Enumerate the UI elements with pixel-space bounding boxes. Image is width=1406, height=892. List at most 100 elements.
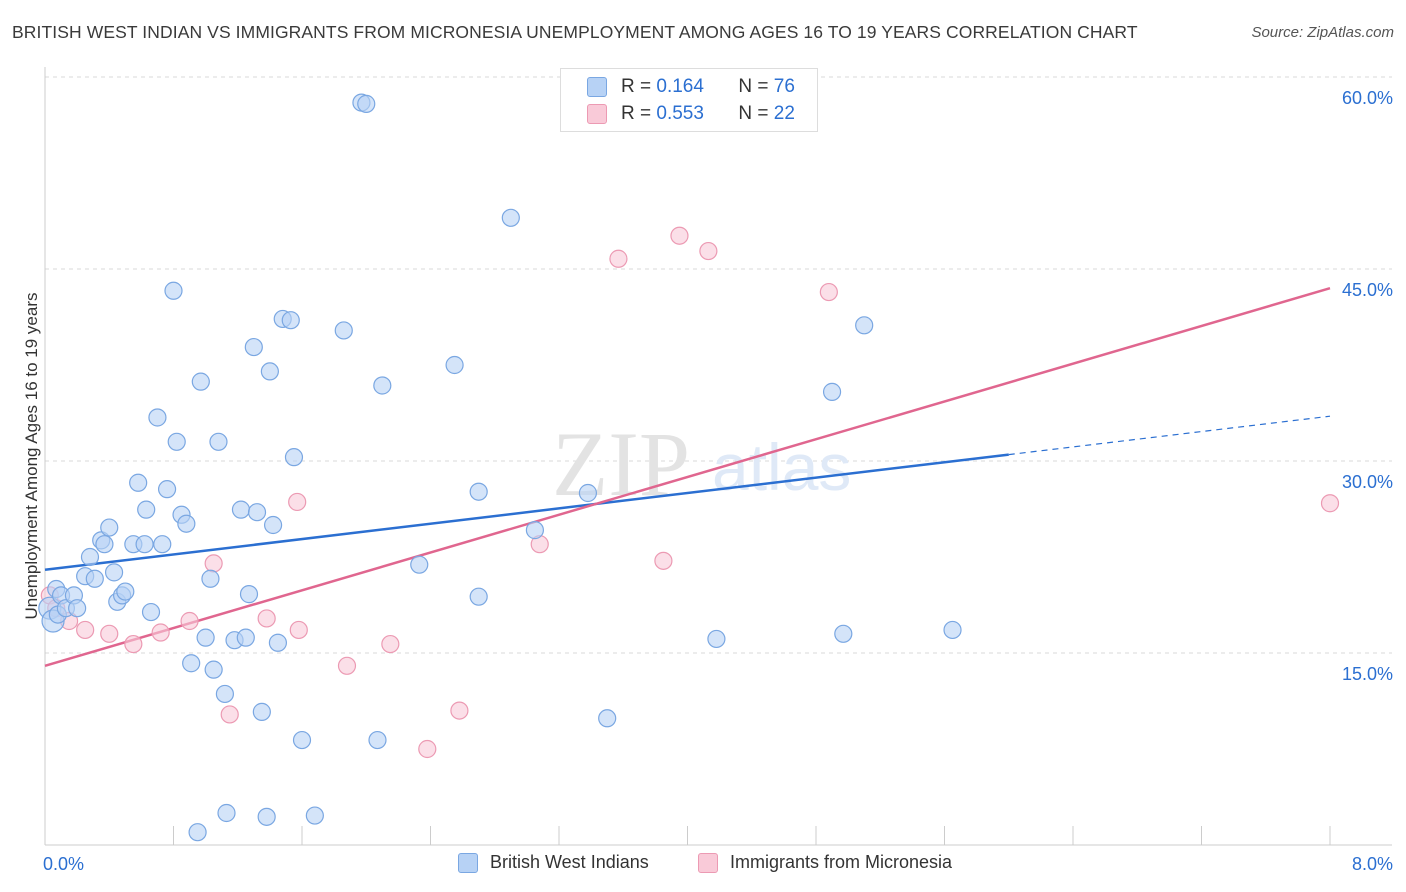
point-british-west-indians — [217, 803, 236, 823]
legend-item-british-west-indians: British West Indians — [458, 852, 649, 873]
point-british-west-indians — [834, 624, 853, 643]
point-british-west-indians — [188, 823, 207, 842]
point-british-west-indians — [252, 702, 271, 721]
legend-label: Immigrants from Micronesia — [730, 852, 953, 872]
point-immigrants-from-micronesia — [257, 609, 276, 628]
point-immigrants-from-micronesia — [288, 492, 307, 512]
point-immigrants-from-micronesia — [100, 624, 119, 643]
r-label: R = — [621, 76, 652, 97]
point-immigrants-from-micronesia — [289, 620, 308, 640]
trend-lines — [44, 287, 1331, 667]
point-british-west-indians — [209, 432, 228, 451]
point-british-west-indians — [373, 376, 392, 395]
point-immigrants-from-micronesia — [819, 282, 838, 302]
point-immigrants-from-micronesia — [337, 656, 357, 675]
point-british-west-indians — [410, 555, 429, 574]
n-label: N = — [738, 76, 769, 97]
point-british-west-indians — [368, 730, 387, 750]
blue-swatch — [458, 852, 478, 873]
source-label: Source: ZipAtlas.com — [1251, 24, 1394, 41]
point-british-west-indians — [164, 281, 183, 300]
point-british-west-indians — [281, 311, 300, 330]
point-british-west-indians — [148, 408, 167, 427]
point-british-west-indians — [191, 372, 210, 391]
point-british-west-indians — [85, 569, 104, 588]
point-immigrants-from-micronesia — [204, 554, 223, 573]
y-tick-label: 60.0% — [1342, 88, 1393, 108]
y-tick-label: 30.0% — [1342, 472, 1393, 492]
point-british-west-indians — [201, 569, 220, 588]
point-british-west-indians — [257, 807, 276, 826]
point-immigrants-from-micronesia — [381, 634, 400, 654]
point-british-west-indians — [231, 500, 251, 519]
series-legend: British West Indians Immigrants from Mic… — [0, 852, 1406, 878]
data-points — [38, 93, 1340, 842]
correlation-legend: R = 0.164 N = 76 R = 0.553 N = 22 — [560, 68, 818, 132]
point-immigrants-from-micronesia — [180, 611, 199, 631]
x-tick-label: 8.0% — [1352, 854, 1393, 874]
y-tick-label: 45.0% — [1342, 280, 1393, 300]
point-british-west-indians — [177, 514, 196, 533]
point-british-west-indians — [182, 654, 201, 673]
point-british-west-indians — [357, 94, 376, 113]
point-british-west-indians — [268, 633, 288, 652]
legend-label: British West Indians — [490, 852, 649, 872]
y-axis-label: Unemployment Among Ages 16 to 19 years — [22, 293, 41, 620]
point-british-west-indians — [707, 629, 726, 649]
x-tick-label: 0.0% — [43, 854, 84, 874]
chart-title: BRITISH WEST INDIAN VS IMMIGRANTS FROM M… — [12, 22, 1138, 42]
n-value: 76 — [773, 76, 795, 97]
point-british-west-indians — [855, 316, 874, 335]
point-immigrants-from-micronesia — [124, 634, 143, 654]
legend-row-pink: R = 0.553 N = 22 — [587, 102, 795, 126]
point-british-west-indians — [236, 628, 255, 647]
point-british-west-indians — [215, 684, 234, 704]
point-british-west-indians — [469, 587, 488, 606]
point-british-west-indians — [167, 432, 186, 451]
axes — [44, 67, 1392, 846]
point-british-west-indians — [244, 337, 263, 357]
point-british-west-indians — [104, 563, 124, 582]
watermark-atlas: atlas — [712, 430, 851, 504]
point-immigrants-from-micronesia — [418, 739, 437, 759]
point-immigrants-from-micronesia — [670, 226, 689, 245]
point-british-west-indians — [153, 535, 172, 554]
point-immigrants-from-micronesia — [609, 249, 628, 268]
point-british-west-indians — [260, 362, 279, 381]
point-british-west-indians — [80, 547, 100, 567]
point-british-west-indians — [100, 518, 119, 537]
point-british-west-indians — [598, 709, 617, 728]
pink-swatch — [587, 104, 607, 124]
point-british-west-indians — [68, 599, 87, 618]
pink-swatch — [698, 852, 718, 873]
legend-row-blue: R = 0.164 N = 76 — [587, 75, 795, 99]
point-british-west-indians — [469, 482, 488, 501]
point-immigrants-from-micronesia — [220, 705, 239, 724]
point-british-west-indians — [305, 806, 324, 825]
blue-swatch — [587, 77, 607, 97]
point-british-west-indians — [137, 500, 156, 519]
y-tick-label: 15.0% — [1342, 664, 1393, 684]
point-british-west-indians — [445, 355, 464, 375]
tick-labels: 15.0% 30.0% 45.0% 60.0% 0.0% 8.0% — [43, 88, 1393, 874]
point-british-west-indians — [284, 448, 304, 467]
legend-item-immigrants-from-micronesia: Immigrants from Micronesia — [698, 852, 952, 873]
trend-line-extension — [1008, 415, 1331, 456]
point-british-west-indians — [525, 521, 545, 540]
point-british-west-indians — [141, 602, 161, 622]
point-british-west-indians — [943, 620, 962, 640]
point-british-west-indians — [578, 483, 598, 503]
point-immigrants-from-micronesia — [450, 701, 469, 720]
point-british-west-indians — [157, 480, 177, 499]
r-value: 0.553 — [656, 103, 704, 124]
point-british-west-indians — [239, 585, 259, 604]
point-immigrants-from-micronesia — [654, 551, 673, 570]
point-british-west-indians — [263, 515, 283, 535]
point-british-west-indians — [501, 208, 520, 227]
point-immigrants-from-micronesia — [76, 620, 95, 640]
point-british-west-indians — [196, 628, 215, 647]
trend-line-immigrants-from-micronesia — [44, 287, 1331, 667]
n-value: 22 — [773, 103, 795, 124]
point-british-west-indians — [247, 503, 267, 522]
